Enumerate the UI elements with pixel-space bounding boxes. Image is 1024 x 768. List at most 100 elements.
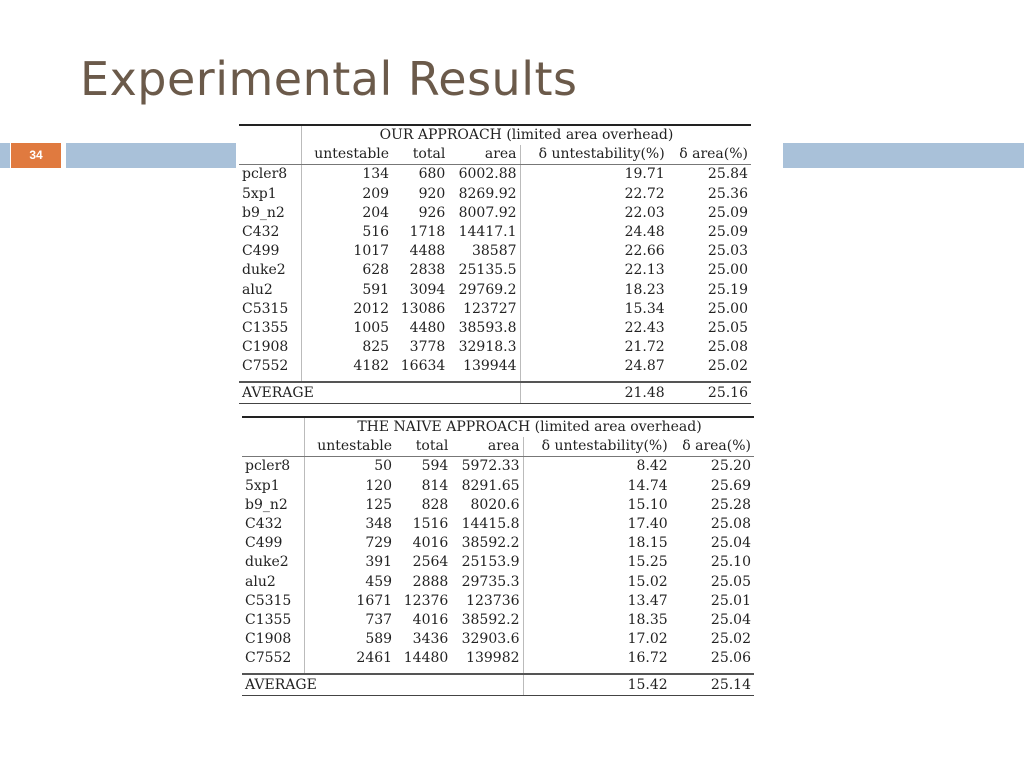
delta-untestability-cell: 14.74: [522, 476, 671, 496]
total-cell: 2564: [412, 554, 449, 571]
delta-area-cell: 25.36: [707, 185, 748, 202]
table-row: C499 729 4016 38592.2 18.15 25.04: [242, 534, 754, 554]
circuit-name: C432: [239, 222, 302, 243]
total-cell: 2838: [409, 262, 446, 279]
area-cell: 25135.5: [458, 262, 517, 279]
header-bar-right: [783, 143, 1024, 168]
delta-untestability-cell: 22.66: [519, 242, 668, 262]
circuit-name: 5xp1: [242, 476, 305, 496]
untestable-cell: 50: [374, 458, 393, 475]
delta-untestability-cell: 17.02: [522, 630, 671, 650]
area-cell: 123727: [463, 300, 517, 317]
area-cell: 29769.2: [458, 281, 517, 298]
circuit-name: b9_n2: [242, 495, 305, 515]
untestable-cell: 204: [362, 204, 390, 221]
table-row: pcler8 50 594 5972.33 8.42 25.20: [242, 456, 754, 477]
delta-area-cell: 25.28: [710, 496, 751, 513]
total-cell: 3778: [409, 339, 446, 356]
total-cell: 12376: [403, 592, 449, 609]
col-header-untestable: untestable: [301, 145, 393, 166]
col-header-delta-untestability: δ untestability(%): [522, 437, 671, 458]
delta-area-cell: 25.09: [707, 204, 748, 221]
average-label: AVERAGE: [239, 381, 521, 404]
area-cell: 139944: [463, 358, 517, 375]
delta-untestability-cell: 22.03: [519, 203, 668, 223]
circuit-name: 5xp1: [239, 184, 302, 204]
average-delta-untestability: 21.48: [519, 381, 668, 404]
table-row: alu2 591 3094 29769.2 18.23 25.19: [239, 280, 751, 300]
untestable-cell: 628: [362, 262, 390, 279]
circuit-name: duke2: [242, 553, 305, 573]
circuit-name: alu2: [239, 280, 302, 300]
total-cell: 828: [421, 496, 449, 513]
total-cell: 3436: [412, 631, 449, 648]
untestable-cell: 516: [362, 224, 390, 241]
delta-untestability-cell: 17.40: [522, 514, 671, 535]
table-row: C5315 2012 13086 123727 15.34 25.00: [239, 299, 751, 319]
delta-area-cell: 25.04: [710, 611, 751, 628]
delta-area-cell: 25.01: [710, 592, 751, 609]
delta-untestability-cell: 16.72: [522, 649, 671, 669]
total-cell: 1516: [412, 516, 449, 533]
circuit-name: C1908: [239, 338, 302, 358]
circuit-name: C1355: [239, 318, 302, 339]
area-cell: 5972.33: [461, 458, 520, 475]
area-cell: 139982: [466, 650, 520, 667]
total-cell: 814: [421, 477, 449, 494]
delta-untestability-cell: 18.23: [519, 280, 668, 300]
delta-untestability-cell: 19.71: [519, 164, 668, 185]
table-row: C499 1017 4488 38587 22.66 25.03: [239, 242, 751, 262]
delta-untestability-cell: 15.02: [522, 572, 671, 592]
untestable-cell: 1005: [353, 319, 390, 336]
area-cell: 8291.65: [461, 477, 520, 494]
untestable-cell: 134: [362, 166, 390, 183]
page-number: 34: [11, 143, 61, 168]
table-row: C7552 4182 16634 139944 24.87 25.02: [239, 357, 751, 377]
total-cell: 3094: [409, 281, 446, 298]
col-header-untestable: untestable: [304, 437, 396, 458]
total-cell: 926: [418, 204, 446, 221]
table-row: C1355 1005 4480 38593.8 22.43 25.05: [239, 318, 751, 339]
circuit-name: b9_n2: [239, 203, 302, 223]
table-row: alu2 459 2888 29735.3 15.02 25.05: [242, 572, 754, 592]
delta-area-cell: 25.19: [707, 281, 748, 298]
results-table-naive-approach: THE NAIVE APPROACH (limited area overhea…: [242, 415, 754, 696]
untestable-cell: 2461: [356, 650, 393, 667]
table-row: C5315 1671 12376 123736 13.47 25.01: [242, 591, 754, 611]
untestable-cell: 825: [362, 339, 390, 356]
table-row: C432 516 1718 14417.1 24.48 25.09: [239, 222, 751, 243]
table-row: b9_n2 125 828 8020.6 15.10 25.28: [242, 495, 754, 515]
untestable-cell: 589: [365, 631, 393, 648]
delta-area-cell: 25.04: [710, 535, 751, 552]
circuit-name: C499: [242, 534, 305, 554]
area-cell: 14417.1: [458, 224, 517, 241]
untestable-cell: 459: [365, 573, 393, 590]
untestable-cell: 1017: [353, 243, 390, 260]
delta-area-cell: 25.02: [707, 358, 748, 375]
header-bar-middle: [66, 143, 236, 168]
average-delta-untestability: 15.42: [522, 673, 671, 696]
untestable-cell: 391: [365, 554, 393, 571]
delta-area-cell: 25.06: [710, 650, 751, 667]
total-cell: 594: [421, 458, 449, 475]
circuit-name: duke2: [239, 261, 302, 281]
slide-title: Experimental Results: [80, 52, 578, 106]
table-row: C1908 825 3778 32918.3 21.72 25.08: [239, 338, 751, 358]
untestable-cell: 591: [362, 281, 390, 298]
circuit-name: C1908: [242, 630, 305, 650]
area-cell: 38593.8: [458, 319, 517, 336]
untestable-cell: 120: [365, 477, 393, 494]
col-header-delta-untestability: δ untestability(%): [519, 145, 668, 166]
total-cell: 4016: [412, 611, 449, 628]
area-cell: 32903.6: [461, 631, 520, 648]
col-header-area: area: [451, 437, 524, 458]
area-cell: 14415.8: [461, 516, 520, 533]
area-cell: 38592.2: [461, 611, 520, 628]
delta-area-cell: 25.02: [710, 631, 751, 648]
table-row: C1355 737 4016 38592.2 18.35 25.04: [242, 610, 754, 631]
area-cell: 29735.3: [461, 573, 520, 590]
total-cell: 1718: [409, 224, 446, 241]
circuit-name: C5315: [242, 591, 305, 611]
delta-untestability-cell: 18.35: [522, 610, 671, 631]
results-table-our-approach: OUR APPROACH (limited area overhead) unt…: [239, 123, 751, 404]
